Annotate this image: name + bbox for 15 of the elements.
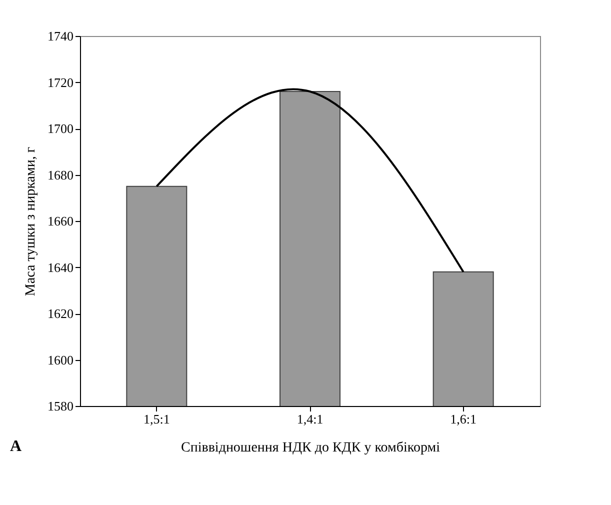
text: A [10,438,22,455]
x-axis-title: Співвідношення НДК до КДК у комбікормі [180,440,440,456]
y-tick-label: 1640 [48,260,74,275]
y-axis-title: Маса тушки з нирками, г [24,146,38,296]
x-tick-label: 1,6:1 [450,412,477,426]
y-tick-label: 1620 [48,306,74,321]
y-tick-label: 1740 [48,28,74,44]
y-tick-label: 1720 [48,74,74,90]
y-tick-label: 1660 [48,214,74,228]
y-tick-label: 1700 [48,121,74,136]
y-tick-label: 1580 [48,398,74,414]
y-tick-label: 1600 [48,352,74,368]
x-tick-label: 1,4:1 [296,412,324,426]
y-tick-label: 1680 [48,167,74,182]
x-tick-label: 1,5:1 [143,412,170,426]
